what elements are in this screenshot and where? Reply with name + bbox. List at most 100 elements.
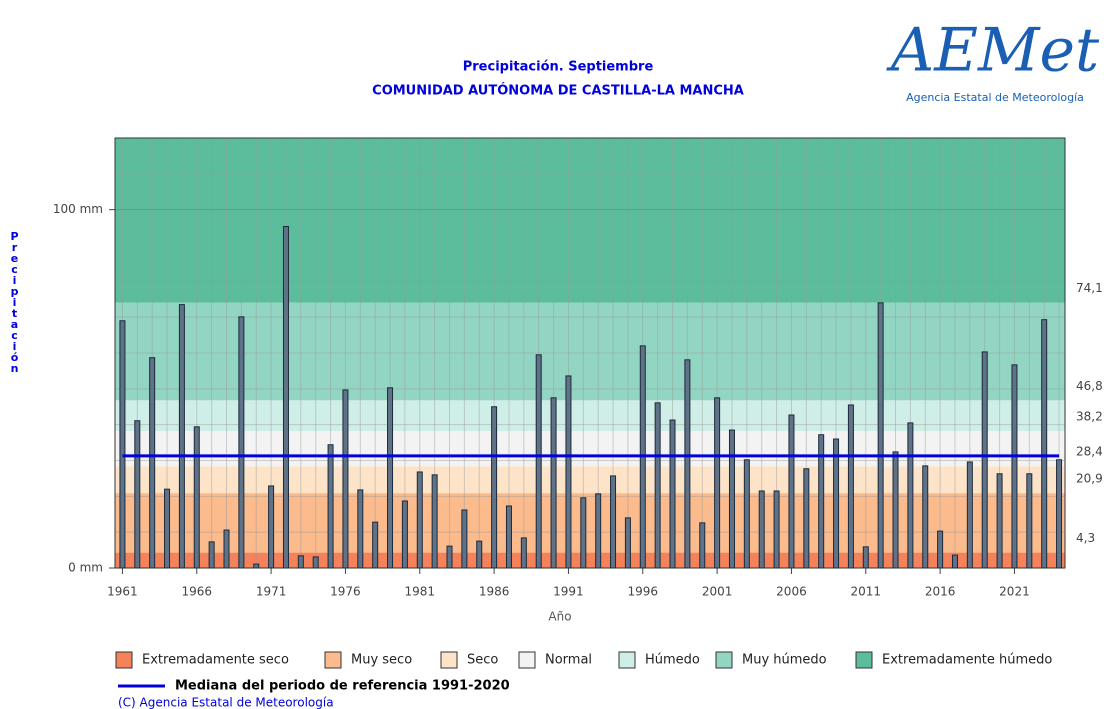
legend-swatch — [518, 651, 536, 669]
band — [115, 302, 1065, 401]
bar — [223, 529, 230, 569]
legend-label: Muy seco — [351, 653, 412, 668]
threshold-label: 4,3 — [1076, 531, 1095, 545]
bar — [1041, 319, 1048, 569]
threshold-label: 74,1 — [1076, 281, 1103, 295]
bar — [699, 522, 706, 569]
bar — [847, 404, 854, 569]
bar — [535, 354, 542, 569]
bar — [149, 357, 156, 569]
band — [115, 431, 1065, 467]
legend-swatch — [855, 651, 873, 669]
bar — [610, 475, 617, 569]
bar — [1011, 364, 1018, 569]
bar — [401, 500, 408, 569]
bar — [624, 517, 631, 569]
bar — [654, 402, 661, 569]
bar — [505, 505, 512, 569]
bar — [164, 488, 171, 569]
x-tick-label: 1996 — [628, 585, 659, 599]
y-tick-label: 100 mm — [53, 202, 103, 216]
bar — [996, 473, 1003, 569]
bar — [981, 351, 988, 569]
bar — [714, 397, 721, 569]
bar — [565, 375, 572, 569]
bar — [491, 406, 498, 569]
bar — [312, 556, 319, 569]
bar — [580, 497, 587, 569]
bar — [922, 465, 929, 569]
x-tick-label: 2016 — [925, 585, 956, 599]
bar — [461, 509, 468, 569]
bar — [743, 459, 750, 569]
bar — [907, 422, 914, 569]
x-tick-label: 2011 — [851, 585, 882, 599]
legend-median-label: Mediana del periodo de referencia 1991-2… — [175, 679, 510, 694]
bar — [758, 490, 765, 569]
x-tick-label: 2006 — [776, 585, 807, 599]
bar — [178, 304, 185, 569]
bar — [208, 541, 215, 569]
bar — [788, 414, 795, 569]
plot-frame — [114, 137, 1066, 569]
legend-label: Húmedo — [645, 653, 700, 668]
x-tick-label: 1986 — [479, 585, 510, 599]
bar — [951, 554, 958, 569]
x-tick-label: 1981 — [404, 585, 435, 599]
legend-swatch — [618, 651, 636, 669]
threshold-label: 46,8 — [1076, 379, 1103, 393]
bar — [892, 451, 899, 569]
x-tick-label: 1966 — [181, 585, 212, 599]
bar — [238, 316, 245, 569]
logo-tagline: Agencia Estatal de Meteorología — [906, 91, 1084, 104]
band — [115, 552, 1065, 568]
x-tick-label: 1971 — [256, 585, 287, 599]
bar — [297, 555, 304, 569]
threshold-label: 20,9 — [1076, 472, 1103, 486]
bar — [550, 397, 557, 569]
legend-label: Normal — [545, 653, 592, 668]
bar — [357, 489, 364, 569]
chart-subtitle: COMUNIDAD AUTÓNOMA DE CASTILLA-LA MANCHA — [372, 83, 744, 99]
legend-swatch — [440, 651, 458, 669]
bar — [966, 461, 973, 569]
legend-label: Seco — [467, 653, 498, 668]
logo: AEMet — [886, 16, 1100, 86]
bar — [773, 490, 780, 569]
bar — [416, 471, 423, 569]
x-tick-label: 1991 — [553, 585, 584, 599]
x-tick-label: 1976 — [330, 585, 361, 599]
bar — [684, 359, 691, 569]
x-tick-label: 1961 — [107, 585, 138, 599]
bar — [520, 537, 527, 569]
bar — [193, 426, 200, 569]
x-tick-label: 2001 — [702, 585, 733, 599]
bar — [431, 474, 438, 569]
bar — [342, 389, 349, 569]
threshold-label: 38,2 — [1076, 410, 1103, 424]
bar — [595, 493, 602, 569]
bar — [803, 468, 810, 569]
y-tick-label: 0 mm — [68, 561, 103, 575]
legend-swatch — [324, 651, 342, 669]
legend-label: Muy húmedo — [742, 653, 827, 668]
y-axis-label: Precipitación — [8, 230, 21, 373]
bar — [268, 485, 275, 569]
chart-title: Precipitación. Septiembre — [463, 60, 654, 75]
bar — [282, 226, 289, 569]
footer: (C) Agencia Estatal de Meteorología — [118, 696, 334, 709]
bar — [1056, 459, 1063, 569]
bar — [476, 540, 483, 569]
bar — [877, 302, 884, 569]
bar — [446, 545, 453, 569]
bar — [1026, 473, 1033, 569]
legend-swatch — [715, 651, 733, 669]
band — [115, 138, 1065, 303]
bar — [134, 420, 141, 569]
bar — [327, 444, 334, 569]
bar — [372, 521, 379, 569]
bar — [818, 434, 825, 569]
x-tick-label: 2021 — [999, 585, 1030, 599]
legend-label: Extremadamente seco — [142, 653, 289, 668]
